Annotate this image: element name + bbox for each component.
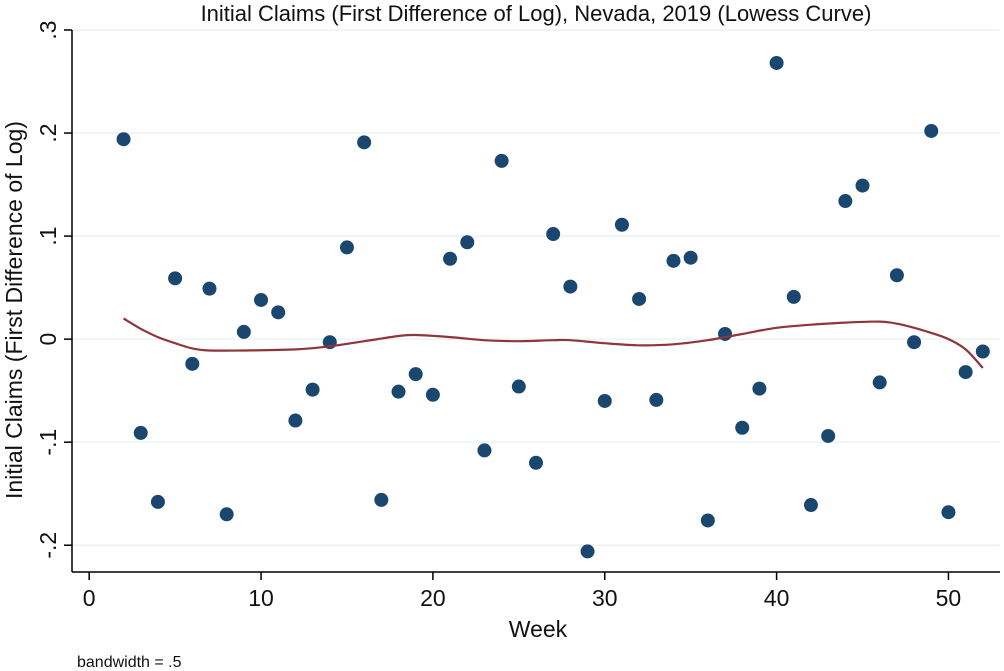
data-point xyxy=(735,420,750,435)
data-point xyxy=(907,335,922,350)
data-point xyxy=(443,251,458,266)
x-axis-label: Week xyxy=(509,616,568,642)
x-tick-label: 20 xyxy=(420,585,446,611)
data-point xyxy=(941,505,956,520)
data-points xyxy=(116,55,990,559)
data-point xyxy=(202,281,217,296)
y-tick-label: -.1 xyxy=(35,429,61,456)
y-tick-label: .3 xyxy=(35,20,61,39)
data-point xyxy=(494,153,509,168)
data-point xyxy=(477,443,492,458)
data-point xyxy=(271,305,286,320)
data-point xyxy=(700,513,715,528)
data-point xyxy=(425,387,440,402)
data-point xyxy=(529,455,543,470)
data-point xyxy=(254,292,269,307)
data-point xyxy=(305,382,320,397)
data-point xyxy=(597,393,612,408)
data-point xyxy=(821,428,836,443)
data-point xyxy=(924,123,939,138)
y-axis-label: Initial Claims (First Difference of Log) xyxy=(1,121,27,499)
x-ticks: 0 10 20 30 40 50 xyxy=(83,572,961,611)
data-point xyxy=(391,384,406,399)
y-ticks: .3 .2 .1 0 -.1 -.2 xyxy=(35,20,72,559)
data-point xyxy=(786,289,801,304)
x-tick-label: 50 xyxy=(936,585,962,611)
data-point xyxy=(563,279,578,294)
data-point xyxy=(580,544,595,559)
data-point xyxy=(133,425,148,440)
data-point xyxy=(408,367,423,382)
data-point xyxy=(339,240,354,255)
data-point xyxy=(803,498,818,513)
data-point xyxy=(889,268,904,283)
data-point xyxy=(666,253,681,268)
data-point xyxy=(116,132,131,147)
data-point xyxy=(683,250,698,265)
axes xyxy=(71,30,1000,573)
data-point xyxy=(958,365,973,380)
lowess-curve xyxy=(123,317,984,369)
data-point xyxy=(150,494,165,509)
chart-title: Initial Claims (First Difference of Log)… xyxy=(201,1,872,26)
data-point xyxy=(872,375,887,390)
data-point xyxy=(288,413,303,428)
data-point xyxy=(185,356,200,371)
data-point xyxy=(975,344,990,359)
data-point xyxy=(752,381,767,396)
data-point xyxy=(649,392,664,407)
data-point xyxy=(357,135,372,150)
x-tick-label: 0 xyxy=(83,585,96,611)
x-tick-label: 40 xyxy=(764,585,790,611)
data-point xyxy=(460,235,475,250)
x-tick-label: 30 xyxy=(592,585,618,611)
data-point xyxy=(219,507,234,522)
y-tick-label: 0 xyxy=(35,333,61,346)
data-point xyxy=(632,291,647,306)
data-point xyxy=(838,194,853,209)
y-tick-label: .1 xyxy=(35,226,61,245)
data-point xyxy=(236,324,251,339)
bandwidth-note: bandwidth = .5 xyxy=(77,654,182,671)
data-point xyxy=(374,492,389,507)
data-point xyxy=(614,217,629,232)
y-tick-label: -.2 xyxy=(35,532,61,559)
data-point xyxy=(511,379,526,394)
x-tick-label: 10 xyxy=(248,585,274,611)
data-point xyxy=(769,55,784,70)
y-tick-label: .2 xyxy=(35,123,61,142)
data-point xyxy=(855,178,870,193)
grid-lines xyxy=(72,29,1000,546)
data-point xyxy=(168,271,183,286)
data-point xyxy=(546,227,561,242)
